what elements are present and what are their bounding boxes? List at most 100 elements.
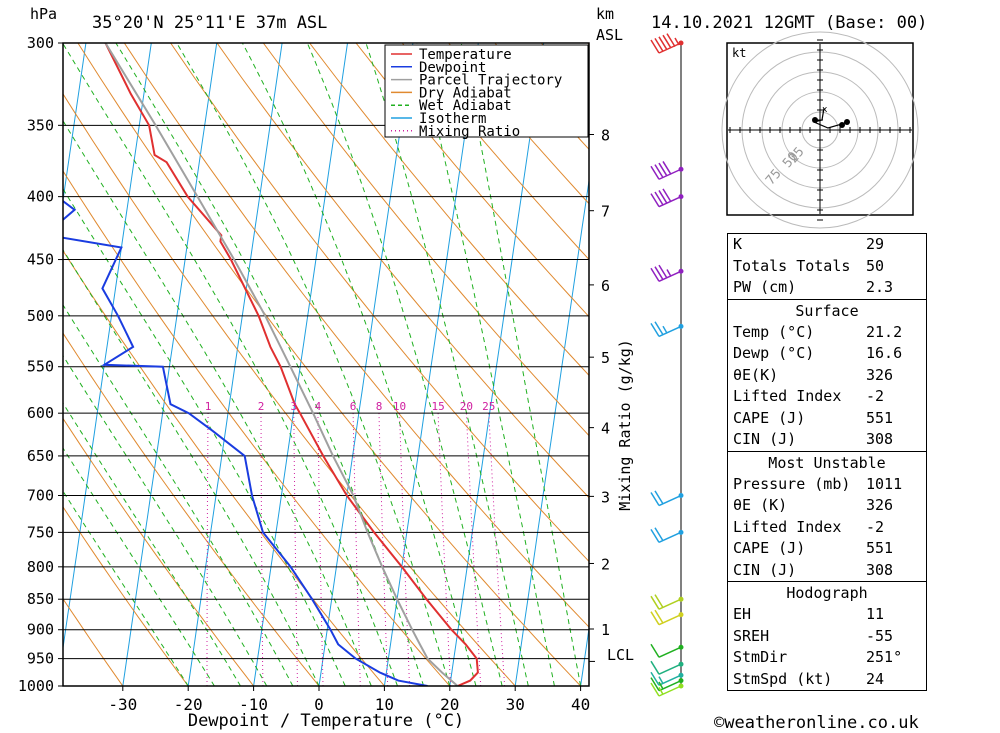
series-line-dewpoint: [63, 199, 428, 686]
datetime: 14.10.2021 12GMT (Base: 00): [651, 13, 927, 33]
wind-barb: [650, 677, 684, 692]
wind-barbs: [650, 33, 684, 697]
temperature-tick: -20: [174, 695, 203, 714]
temperature-axis: -30 -20 -10 0 10 20 30 40: [108, 686, 590, 714]
mixing-ratio-line: [352, 413, 361, 686]
index-value: 11: [866, 605, 885, 623]
index-value: -2: [866, 387, 885, 405]
index-row: CAPE (J) 551: [728, 538, 926, 560]
index-row: CAPE (J) 551: [728, 408, 926, 430]
wind-barb: [650, 609, 684, 626]
mixing-ratio-line: [488, 413, 506, 686]
height-tick: 7: [601, 203, 610, 221]
pressure-tick: 900: [27, 621, 54, 639]
wind-barb: [650, 490, 684, 507]
pressure-tick: 1000: [18, 677, 54, 695]
mixing-ratio-line: [399, 413, 411, 686]
mixing-ratio-tick: 25: [482, 400, 495, 413]
index-row: StmSpd (kt) 24: [728, 669, 926, 691]
surface-title: Surface: [795, 301, 859, 320]
index-row: K 29: [728, 234, 926, 256]
dry-adiabat: [262, 43, 589, 437]
wet-adiabat: [460, 43, 582, 686]
index-label: CIN (J): [733, 430, 797, 448]
wind-barb: [650, 188, 684, 208]
index-row: θE (K) 326: [728, 495, 926, 517]
index-label: Totals Totals: [733, 256, 851, 275]
temperature-tick: 40: [571, 695, 590, 714]
mixing-ratio-line: [260, 413, 264, 686]
mixing-ratio-line: [293, 413, 298, 686]
mixing-ratio-tick: 4: [315, 400, 322, 413]
mixing-ratio-tick: 1: [205, 400, 212, 413]
wind-barb: [650, 33, 684, 54]
legend-item: Mixing Ratio: [419, 124, 520, 140]
index-row: Lifted Index -2: [728, 386, 926, 408]
dry-adiabat: [401, 43, 589, 261]
temperature-tick: 10: [375, 695, 394, 714]
height-tick: 2: [601, 555, 610, 573]
height-tick: 5: [601, 349, 610, 367]
index-row: Lifted Index -2: [728, 517, 926, 539]
index-label: CAPE (J): [733, 539, 806, 557]
legend-item: Temperature: [419, 47, 512, 63]
index-label: StmDir: [733, 648, 788, 666]
index-value: 551: [866, 408, 894, 427]
wind-barb: [650, 594, 684, 610]
index-row: PW (cm) 2.3: [728, 277, 926, 299]
index-value: 326: [866, 496, 894, 514]
mixing-ratio-line: [465, 413, 482, 686]
index-label: Dewp (°C): [733, 344, 815, 362]
index-value: 251°: [866, 648, 903, 666]
hodograph-title: Hodograph: [786, 584, 868, 602]
index-value: 551: [866, 539, 894, 557]
index-label: K: [733, 235, 743, 253]
index-row: SREH -55: [728, 626, 926, 648]
height-axis: 8 7 6 5 4 3 2 1: [589, 126, 610, 662]
index-value: 24: [866, 669, 885, 688]
height-tick: 8: [601, 126, 610, 144]
height-tick: 6: [601, 277, 610, 295]
index-row: CIN (J) 308: [728, 429, 926, 451]
indices-table: K 29 Totals Totals 50 PW (cm) 2.3 Surface Temp…: [727, 233, 927, 691]
wet-adiabat: [63, 304, 294, 686]
pressure-tick: 700: [27, 487, 54, 505]
index-label: StmSpd (kt): [733, 669, 833, 688]
pressure-tick: 400: [27, 188, 54, 206]
index-value: 326: [866, 365, 894, 384]
wet-adiabat: [176, 43, 451, 686]
mixing-ratio-line: [206, 413, 209, 686]
svg-text:x: x: [822, 105, 828, 115]
mixing-ratio-tick: 15: [431, 400, 444, 413]
mixing-ratio-line: [378, 413, 389, 686]
wet-adiabat: [63, 354, 268, 686]
dry-adiabat: [63, 506, 189, 686]
pressure-axis: 300 350 400 450 500 550 600 650 700 750 800 850 900 9…: [18, 34, 63, 695]
pressure-tick: 350: [27, 116, 54, 134]
temperature-tick: 20: [440, 695, 459, 714]
series-line-temperature: [104, 43, 479, 686]
wind-barb: [650, 527, 684, 544]
index-value: 2.3: [866, 278, 894, 296]
mixing-ratio-line: [437, 413, 452, 686]
pressure-tick: 600: [27, 404, 54, 422]
index-value: -2: [866, 517, 885, 536]
temperature-tick: 30: [506, 695, 525, 714]
index-label: CIN (J): [733, 560, 797, 579]
temperature-tick: -10: [239, 695, 268, 714]
wind-barb: [650, 264, 684, 282]
index-label: SREH: [733, 626, 770, 645]
legend-item: Dry Adiabat: [419, 85, 512, 101]
plot-frame: [62, 42, 590, 687]
index-label: θE(K): [733, 365, 779, 384]
mixing-ratio-tick: 8: [376, 400, 383, 413]
index-value: 1011: [866, 474, 903, 493]
index-row: Pressure (mb) 1011: [728, 474, 926, 496]
asl-unit: ASL: [596, 26, 623, 44]
pressure-tick: 300: [27, 34, 54, 52]
km-unit: km: [596, 5, 614, 23]
dry-adiabat: [63, 597, 124, 686]
temperature-tick: 0: [314, 695, 324, 714]
pressure-tick: 500: [27, 307, 54, 325]
index-row: EH 11: [728, 604, 926, 626]
